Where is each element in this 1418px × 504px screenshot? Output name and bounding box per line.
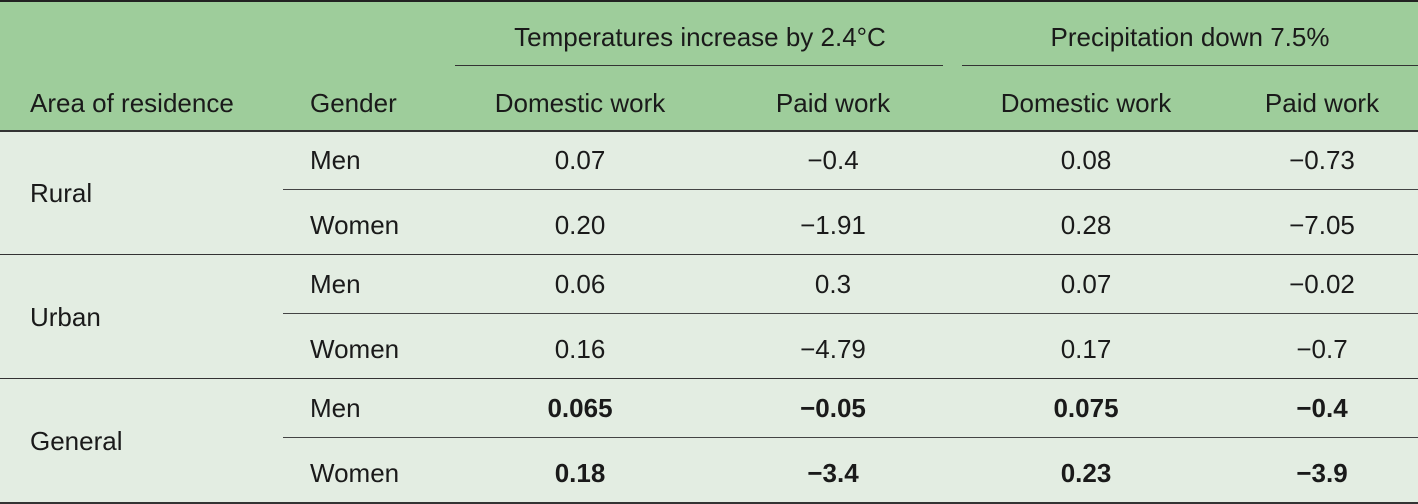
column-header: Paid work (1264, 88, 1380, 118)
cell-value: 0.28 (1060, 210, 1112, 240)
area-label: Rural (30, 178, 93, 208)
cell-value: 0.16 (554, 334, 606, 364)
rule (0, 254, 1418, 255)
cell-value: 0.06 (554, 269, 606, 299)
column-header: Area of residence (30, 88, 234, 118)
cell-value: −0.05 (800, 393, 866, 423)
cell-value: 0.065 (547, 393, 613, 423)
cell-value: 0.18 (554, 458, 606, 488)
rule (455, 65, 943, 66)
column-header: Domestic work (494, 88, 666, 118)
gender-label: Women (310, 458, 400, 488)
cell-value: −7.05 (1289, 210, 1355, 240)
rule (0, 0, 1418, 2)
gender-label: Men (310, 269, 361, 299)
cell-value: −1.91 (800, 210, 866, 240)
gender-label: Men (310, 145, 361, 175)
rule (0, 130, 1418, 132)
column-header: Domestic work (1000, 88, 1172, 118)
area-label: General (30, 426, 123, 456)
cell-value: −0.73 (1289, 145, 1355, 175)
cell-value: 0.075 (1053, 393, 1119, 423)
rule (283, 437, 1418, 438)
rule (283, 313, 1418, 314)
cell-value: −4.79 (800, 334, 866, 364)
cell-value: −3.9 (1296, 458, 1348, 488)
area-label: Urban (30, 302, 101, 332)
column-header: Paid work (775, 88, 891, 118)
rule (0, 378, 1418, 379)
cell-value: −0.7 (1296, 334, 1348, 364)
cell-value: 0.17 (1060, 334, 1112, 364)
group-header: Precipitation down 7.5% (1050, 22, 1330, 52)
cell-value: 0.23 (1060, 458, 1112, 488)
cell-value: 0.20 (554, 210, 606, 240)
column-header: Gender (310, 88, 397, 118)
cell-value: 0.08 (1060, 145, 1112, 175)
group-header: Temperatures increase by 2.4°C (514, 22, 886, 52)
rule (962, 65, 1418, 66)
rule (283, 189, 1418, 190)
cell-value: −3.4 (807, 458, 859, 488)
cell-value: −0.4 (807, 145, 859, 175)
cell-value: 0.07 (554, 145, 606, 175)
gender-label: Women (310, 210, 400, 240)
cell-value: 0.3 (814, 269, 852, 299)
cell-value: −0.4 (1296, 393, 1348, 423)
cell-value: −0.02 (1289, 269, 1355, 299)
gender-label: Women (310, 334, 400, 364)
cell-value: 0.07 (1060, 269, 1112, 299)
gender-label: Men (310, 393, 361, 423)
